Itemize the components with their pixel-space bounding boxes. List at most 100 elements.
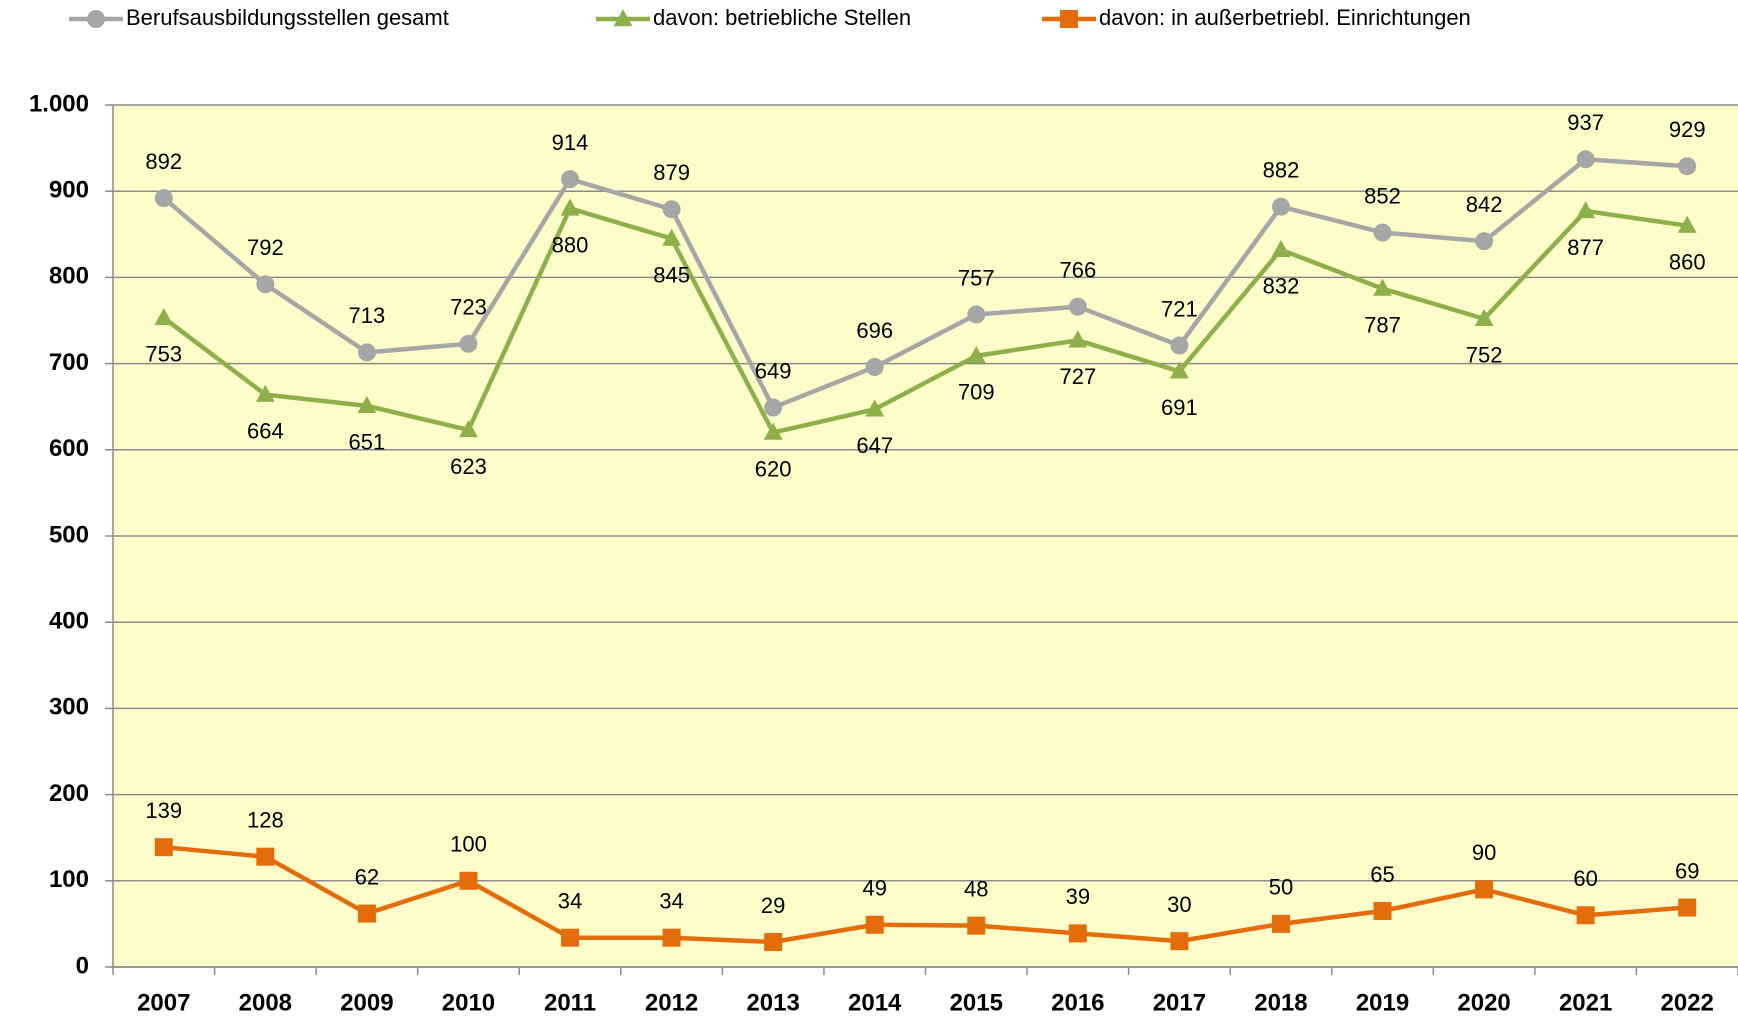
y-tick-label: 100	[49, 866, 89, 893]
legend-marker	[1060, 10, 1078, 28]
data-point	[1373, 278, 1392, 296]
data-label: 842	[1466, 192, 1503, 217]
x-tick-label: 2012	[645, 989, 698, 1016]
data-label: 752	[1466, 343, 1503, 368]
y-tick-label: 800	[49, 263, 89, 290]
data-label: 914	[552, 130, 589, 155]
data-label: 892	[145, 149, 182, 174]
data-point	[561, 170, 580, 189]
data-label: 620	[755, 456, 792, 481]
data-point	[865, 399, 885, 417]
data-point	[865, 915, 884, 934]
data-label: 128	[247, 807, 284, 832]
data-point	[764, 933, 783, 952]
data-label: 852	[1364, 183, 1401, 208]
data-label: 60	[1573, 866, 1597, 891]
data-point	[1170, 336, 1189, 355]
data-label: 792	[247, 235, 284, 260]
data-point	[967, 916, 986, 935]
x-tick-label: 2014	[848, 989, 902, 1016]
data-point	[255, 384, 275, 402]
data-point	[1068, 330, 1088, 348]
y-tick-label: 1.000	[29, 90, 89, 117]
x-tick-label: 2021	[1559, 989, 1612, 1016]
series-line	[163, 844, 1688, 945]
data-point	[459, 334, 478, 353]
x-tick-label: 2007	[137, 989, 190, 1016]
data-label: 34	[558, 889, 582, 914]
data-point	[662, 228, 682, 246]
x-tick-label: 2013	[746, 989, 799, 1016]
data-point	[357, 343, 376, 362]
x-tick-label: 2022	[1661, 989, 1714, 1016]
data-point	[764, 398, 783, 417]
data-point	[1271, 239, 1291, 258]
data-point	[154, 189, 173, 208]
data-point	[1474, 308, 1494, 326]
x-tick-label: 2015	[950, 989, 1003, 1016]
legend-label: davon: in außerbetriebl. Einrichtungen	[1099, 5, 1471, 30]
data-point	[459, 420, 478, 438]
data-label: 937	[1567, 110, 1604, 135]
data-label: 69	[1675, 858, 1699, 883]
data-label: 623	[450, 454, 487, 479]
data-point	[1068, 924, 1087, 943]
data-point	[357, 395, 377, 414]
data-point	[1678, 157, 1697, 176]
x-tick-label: 2016	[1051, 989, 1104, 1016]
data-point	[560, 198, 580, 216]
series-line	[162, 206, 1688, 435]
data-label: 651	[349, 430, 386, 455]
y-tick-label: 500	[49, 521, 89, 548]
data-label: 753	[145, 342, 182, 367]
data-label: 65	[1370, 862, 1394, 887]
data-label: 696	[856, 318, 893, 343]
data-label: 39	[1066, 884, 1090, 909]
data-point	[1678, 898, 1697, 917]
x-tick-label: 2018	[1254, 989, 1307, 1016]
data-point	[256, 847, 275, 866]
data-label: 713	[349, 303, 386, 328]
legend-marker	[87, 10, 105, 28]
data-point	[357, 904, 376, 923]
data-label: 787	[1364, 312, 1401, 337]
data-point	[967, 305, 986, 324]
data-point	[1170, 932, 1189, 951]
data-label: 50	[1269, 875, 1293, 900]
data-label: 90	[1472, 840, 1496, 865]
x-tick-label: 2009	[340, 989, 393, 1016]
x-tick-label: 2010	[442, 989, 495, 1016]
data-point	[966, 345, 986, 364]
data-point	[1576, 906, 1595, 925]
data-label: 709	[958, 380, 995, 405]
data-point	[1373, 223, 1392, 242]
legend-label: Berufsausbildungsstellen gesamt	[126, 5, 449, 30]
data-label: 49	[862, 876, 886, 901]
legend-label: davon: betriebliche Stellen	[653, 5, 911, 30]
data-point	[1475, 880, 1494, 899]
x-tick-label: 2011	[544, 989, 596, 1016]
data-label: 649	[755, 358, 792, 383]
data-label: 766	[1059, 258, 1096, 283]
x-tick-label: 2019	[1356, 989, 1409, 1016]
data-label: 62	[355, 864, 379, 889]
data-label: 929	[1669, 117, 1706, 142]
data-label: 757	[958, 265, 995, 290]
data-point	[1271, 197, 1290, 216]
data-point	[1373, 901, 1392, 920]
data-point	[1475, 232, 1494, 251]
y-tick-label: 0	[76, 952, 89, 979]
data-point	[1576, 150, 1595, 169]
data-label: 882	[1263, 158, 1300, 183]
data-point	[459, 871, 478, 890]
data-point	[1271, 914, 1290, 933]
data-label: 880	[552, 232, 589, 257]
data-point	[154, 308, 174, 326]
data-label: 723	[450, 295, 487, 320]
data-label: 727	[1059, 364, 1096, 389]
data-point	[561, 928, 580, 947]
y-tick-label: 300	[49, 694, 89, 721]
data-label: 48	[964, 876, 988, 901]
data-label: 664	[247, 418, 284, 443]
